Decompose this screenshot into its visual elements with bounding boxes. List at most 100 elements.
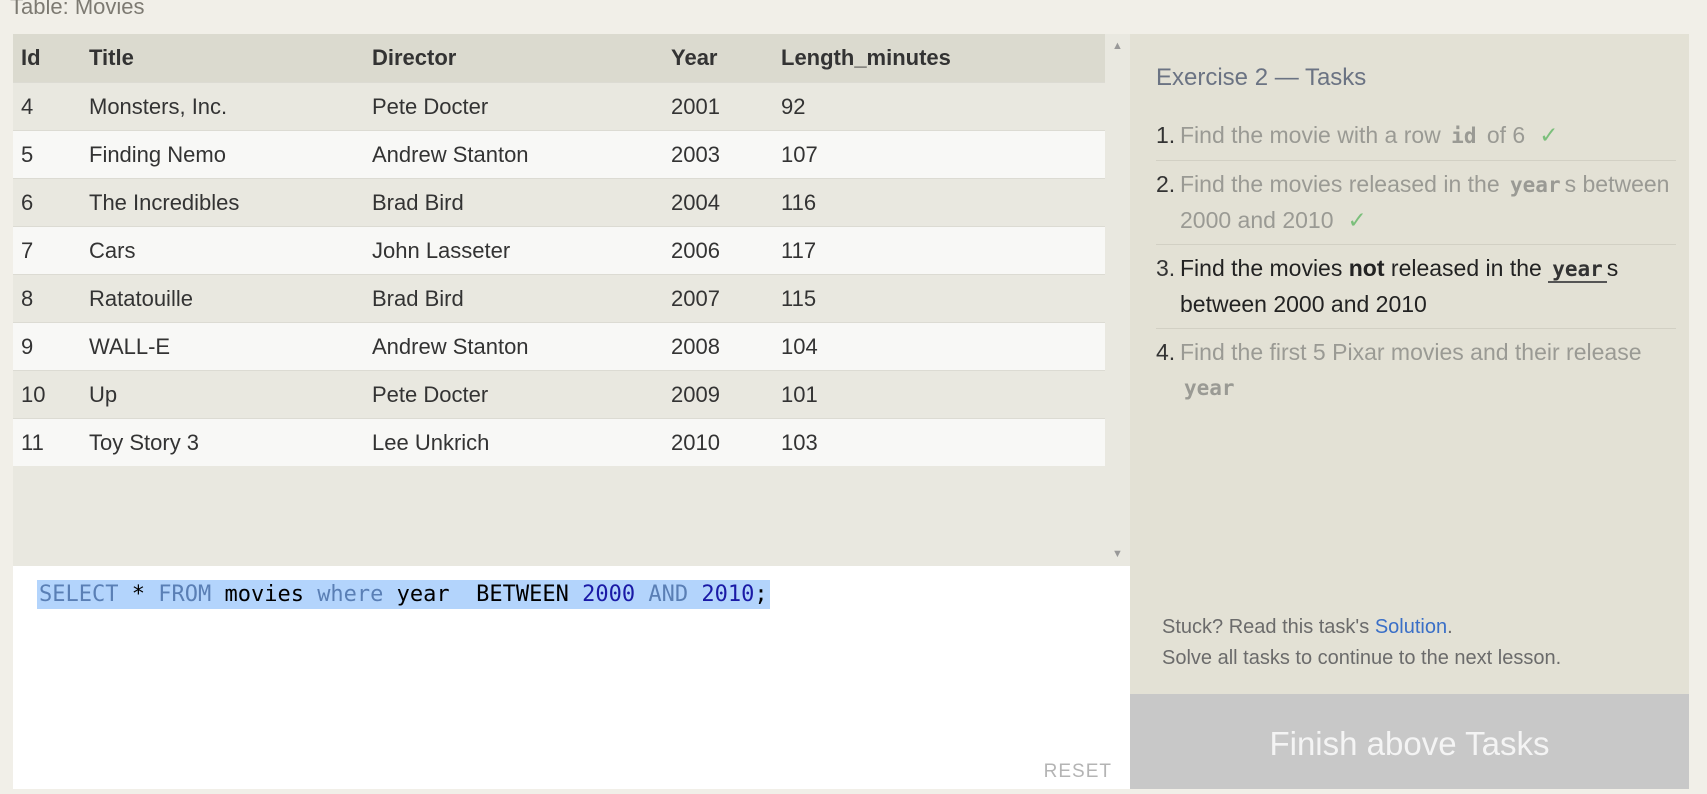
stuck-suffix: . <box>1447 616 1453 638</box>
sql-token <box>688 582 701 607</box>
table-cell: 2008 <box>663 322 773 371</box>
stuck-help: Stuck? Read this task's Solution. Solve … <box>1162 612 1561 674</box>
checkmark-icon: ✓ <box>1539 122 1559 148</box>
column-header-length_minutes[interactable]: Length_minutes <box>773 34 1105 83</box>
task-number: 1. <box>1156 122 1176 148</box>
sql-token: ; <box>754 582 768 607</box>
table-cell: 5 <box>13 130 81 179</box>
table-cell: 101 <box>773 370 1105 419</box>
task-text-part: Find the movies <box>1180 255 1349 281</box>
table-cell: Finding Nemo <box>81 130 364 179</box>
table-cell: Andrew Stanton <box>364 130 663 179</box>
sql-token: 2000 <box>582 582 636 607</box>
results-table: Id Title Director Year Length_minutes 4 Monst… <box>13 34 1105 466</box>
continue-text: Solve all tasks to continue to the next … <box>1162 647 1562 669</box>
sql-token: AND <box>648 582 689 607</box>
task-text-part: Find the movie with a row <box>1180 122 1448 148</box>
table-cell: 117 <box>773 226 1105 275</box>
sql-token: year BETWEEN <box>383 582 583 607</box>
sql-token: SELECT <box>39 582 119 607</box>
column-header-year[interactable]: Year <box>663 34 773 83</box>
table-row: 11 Toy Story 3 Lee Unkrich 2010 103 <box>13 418 1105 466</box>
finish-tasks-button[interactable]: Finish above Tasks <box>1130 694 1689 789</box>
checkmark-icon: ✓ <box>1347 207 1367 233</box>
table-cell: Toy Story 3 <box>81 418 364 466</box>
table-cell: Up <box>81 370 364 419</box>
scroll-up-arrow-icon[interactable]: ▲ <box>1112 40 1123 52</box>
sql-token: 2010 <box>701 582 755 607</box>
table-cell: 116 <box>773 178 1105 227</box>
sql-token <box>635 582 648 607</box>
table-cell: Brad Bird <box>364 274 663 323</box>
task-text-part: Find the movies released in the <box>1180 171 1507 197</box>
table-cell: 10 <box>13 370 81 419</box>
table-row: 4 Monsters, Inc. Pete Docter 2001 92 <box>13 82 1105 131</box>
sql-query-text[interactable]: SELECT * FROM movies where year BETWEEN … <box>37 580 770 609</box>
sql-token: movies <box>211 582 318 607</box>
task-text-part: s between 2000 and 2010 <box>1180 171 1670 233</box>
vertical-scrollbar[interactable]: ▲ ▼ <box>1105 34 1130 566</box>
column-header-title[interactable]: Title <box>81 34 364 83</box>
sql-editor[interactable]: SELECT * FROM movies where year BETWEEN … <box>13 566 1130 789</box>
table-cell: 8 <box>13 274 81 323</box>
task-item: 1. Find the movie with a row id of 6 ✓ <box>1156 112 1676 161</box>
task-item: 4. Find the first 5 Pixar movies and thei… <box>1156 329 1676 412</box>
table-cell: 2006 <box>663 226 773 275</box>
task-text-part: Find the first 5 Pixar movies and their … <box>1180 339 1642 365</box>
task-number: 2. <box>1156 171 1176 197</box>
solution-link[interactable]: Solution <box>1374 616 1448 638</box>
table-cell: Ratatouille <box>81 274 364 323</box>
table-body: 4 Monsters, Inc. Pete Docter 2001 92 5 Finding… <box>13 82 1105 466</box>
task-item: 2. Find the movies released in the year s … <box>1156 161 1676 245</box>
table-label: Table: Movies <box>10 0 145 19</box>
task-text-part: of 6 <box>1480 122 1526 148</box>
table-cell: 2010 <box>663 418 773 466</box>
table-row: 5 Finding Nemo Andrew Stanton 2003 107 <box>13 130 1105 179</box>
table-cell: Lee Unkrich <box>364 418 663 466</box>
table-cell: 107 <box>773 130 1105 179</box>
column-name-code: year <box>1184 376 1235 400</box>
table-row: 9 WALL-E Andrew Stanton 2008 104 <box>13 322 1105 371</box>
column-name-code: year <box>1510 173 1561 197</box>
task-number: 3. <box>1156 255 1176 281</box>
sql-token: FROM <box>158 582 212 607</box>
scroll-down-arrow-icon[interactable]: ▼ <box>1112 548 1123 560</box>
exercise-title: Exercise 2 — Tasks <box>1156 64 1367 91</box>
table-cell: Monsters, Inc. <box>81 82 364 131</box>
task-text: Find the movies released in the year s be… <box>1180 167 1676 238</box>
column-name-code: id <box>1451 124 1477 148</box>
task-number: 4. <box>1156 339 1176 365</box>
reset-button[interactable]: RESET <box>1043 761 1112 782</box>
table-cell: 2003 <box>663 130 773 179</box>
task-text-part: s between 2000 and 2010 <box>1180 255 1619 317</box>
column-header-id[interactable]: Id <box>13 34 81 83</box>
sql-token: * <box>118 582 159 607</box>
table-cell: John Lasseter <box>364 226 663 275</box>
table-cell: 6 <box>13 178 81 227</box>
task-item: 3. Find the movies not released in the ye… <box>1156 245 1676 329</box>
table-cell: 92 <box>773 82 1105 131</box>
table-cell: 11 <box>13 418 81 466</box>
table-cell: Pete Docter <box>364 370 663 419</box>
table-row: 8 Ratatouille Brad Bird 2007 115 <box>13 274 1105 323</box>
task-text: Find the first 5 Pixar movies and their … <box>1180 335 1676 406</box>
table-cell: 4 <box>13 82 81 131</box>
task-list: 1. Find the movie with a row id of 6 ✓ 2. Fi… <box>1156 112 1676 412</box>
table-row: 7 Cars John Lasseter 2006 117 <box>13 226 1105 275</box>
task-text: Find the movie with a row id of 6 ✓ <box>1180 118 1676 154</box>
table-cell: Pete Docter <box>364 82 663 131</box>
table-cell: The Incredibles <box>81 178 364 227</box>
table-cell: Brad Bird <box>364 178 663 227</box>
table-cell: 2004 <box>663 178 773 227</box>
table-cell: 115 <box>773 274 1105 323</box>
column-name-code: year <box>1548 257 1607 283</box>
tasks-panel: Exercise 2 — Tasks 1. Find the movie with… <box>1130 34 1689 789</box>
left-panel: Id Title Director Year Length_minutes 4 Monst… <box>13 34 1130 789</box>
table-cell: 2001 <box>663 82 773 131</box>
sql-token: where <box>317 582 384 607</box>
table-row: 10 Up Pete Docter 2009 101 <box>13 370 1105 419</box>
emphasis-text: not <box>1348 255 1385 281</box>
table-cell: 9 <box>13 322 81 371</box>
table-cell: Andrew Stanton <box>364 322 663 371</box>
column-header-director[interactable]: Director <box>364 34 663 83</box>
